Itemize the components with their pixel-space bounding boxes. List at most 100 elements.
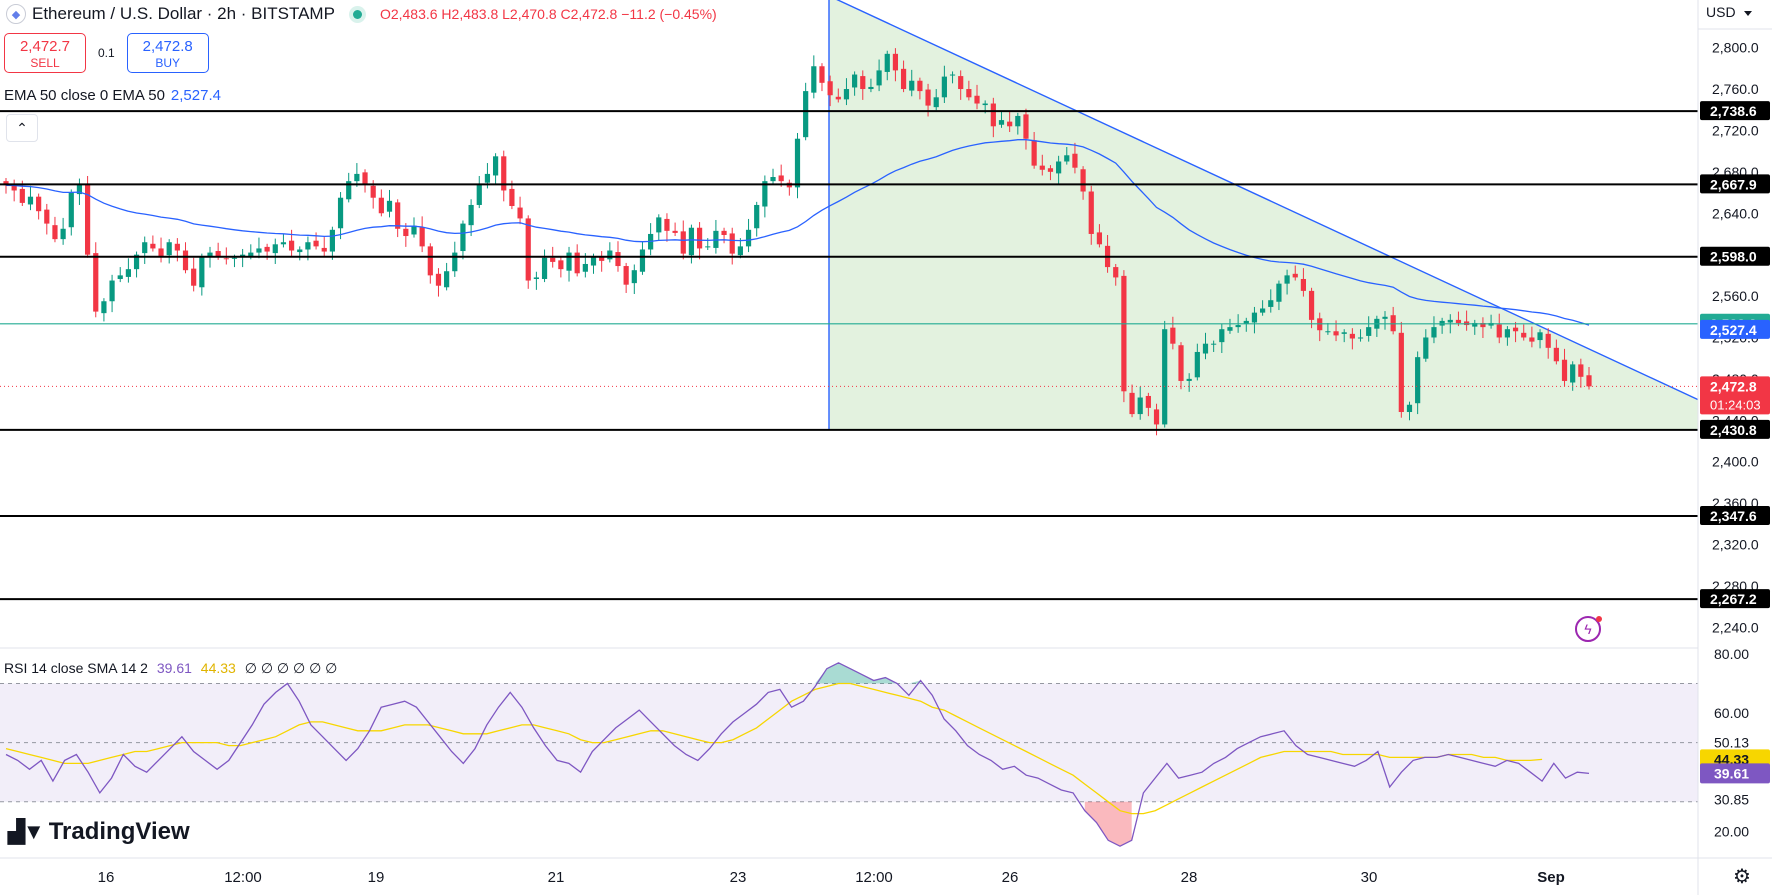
gear-icon[interactable]: ⚙ <box>1733 866 1751 888</box>
candle-body <box>1031 140 1037 166</box>
candle-body <box>1194 351 1200 378</box>
candle-body <box>541 257 548 279</box>
candle-body <box>623 266 629 285</box>
price-tick-label: 2,720.0 <box>1712 122 1759 138</box>
ohlc-readout: O2,483.6 H2,483.8 L2,470.8 C2,472.8 −11.… <box>379 6 717 22</box>
candle-body <box>1561 359 1568 381</box>
candle-body <box>1512 327 1519 332</box>
candle-body <box>737 246 743 256</box>
candle-body <box>166 242 172 256</box>
candle-body <box>1496 324 1502 338</box>
rsi-legend[interactable]: RSI 14 close SMA 14 2 39.61 44.33 ∅ ∅ ∅ … <box>4 660 337 677</box>
candle-body <box>794 138 801 188</box>
candle-body <box>272 244 278 254</box>
candle-body <box>1251 312 1258 323</box>
rsi-ma-legend-value: 44.33 <box>200 660 236 676</box>
rsi-legend-value: 39.61 <box>156 660 192 676</box>
candle-body <box>117 275 123 279</box>
price-tick-label: 2,560.0 <box>1712 288 1759 304</box>
sell-price: 2,472.7 <box>19 38 71 55</box>
rsi-ma-line <box>5 682 1543 815</box>
tradingview-logo[interactable]: ▟▼ TradingView <box>8 818 190 846</box>
candle-body <box>313 240 319 247</box>
candle-body <box>1521 332 1527 338</box>
rsi-tick-label: 20.00 <box>1714 823 1749 839</box>
candle-body <box>1341 332 1347 334</box>
level-tag-label: 2,472.8 <box>1710 378 1757 394</box>
time-tick-label: 16 <box>98 869 115 886</box>
candle-body <box>574 252 580 274</box>
candle-body <box>370 185 376 198</box>
candle-body <box>909 80 915 91</box>
candle-body <box>476 184 482 205</box>
level-tag-label: 2,267.2 <box>1710 591 1757 607</box>
candle-body <box>36 196 42 212</box>
candle-body <box>860 76 866 90</box>
candle-body <box>835 96 841 100</box>
candle-body <box>917 80 923 92</box>
candle-body <box>321 247 327 252</box>
candle-body <box>378 197 384 214</box>
candle-body <box>3 181 9 186</box>
time-tick-label: 28 <box>1181 869 1198 886</box>
candle-body <box>1260 308 1266 313</box>
level-tag <box>1700 419 1770 439</box>
candle-body <box>150 243 156 249</box>
candle-body <box>1333 331 1339 336</box>
ema-legend[interactable]: EMA 50 close 0 EMA 50 2,527.4 <box>4 87 221 104</box>
candle-body <box>1153 409 1160 425</box>
rsi-oversold-fill <box>1084 801 1132 847</box>
candle-body <box>419 227 425 247</box>
candle-body <box>68 192 74 228</box>
candle-body <box>1096 232 1103 245</box>
candle-body <box>93 253 99 312</box>
candle-body <box>1349 333 1355 339</box>
sell-button[interactable]: 2,472.7 SELL <box>4 33 86 73</box>
candle-body <box>27 196 34 205</box>
candle-body <box>264 246 270 252</box>
buy-label: BUY <box>155 56 181 70</box>
candle-body <box>517 207 523 219</box>
axis-labels: 2,800.02,760.02,720.02,680.02,640.02,600… <box>98 40 1770 886</box>
candle-body <box>207 252 213 257</box>
symbol-title[interactable]: Ethereum / U.S. Dollar · 2h · BITSTAMP <box>32 4 335 23</box>
time-tick-label: 21 <box>548 869 565 886</box>
candle-body <box>615 252 621 267</box>
price-tick-label: 2,800.0 <box>1712 40 1759 56</box>
buy-button[interactable]: 2,472.8 BUY <box>126 33 209 73</box>
candle-body <box>1047 168 1054 172</box>
candle-body <box>754 204 760 229</box>
candle-body <box>1300 278 1307 291</box>
candle-body <box>696 227 703 249</box>
currency-select[interactable]: USD <box>1706 4 1752 20</box>
triangle-zone <box>829 0 1698 430</box>
candle-body <box>362 172 368 185</box>
candle-body <box>1447 319 1453 323</box>
candle-body <box>966 89 972 98</box>
chevron-up-icon: ⌃ <box>16 119 28 136</box>
candle-body <box>607 250 613 260</box>
candle-body <box>982 103 988 106</box>
market-open-indicator <box>352 9 362 19</box>
candle-body <box>460 223 466 252</box>
level-tag-label: 2,347.6 <box>1710 508 1757 524</box>
candle-body <box>11 185 17 191</box>
candle-body <box>1268 300 1274 307</box>
level-tag-label: 2,598.0 <box>1710 249 1757 265</box>
candle-body <box>248 252 254 257</box>
rsi-line <box>5 662 1590 847</box>
candle-body <box>1129 392 1135 415</box>
candle-body <box>1284 275 1290 284</box>
candle-body <box>550 257 556 262</box>
candle-body <box>721 230 727 235</box>
candle-body <box>1472 322 1478 327</box>
collapse-legend-button[interactable]: ⌃ <box>6 114 38 142</box>
rsi-pane <box>0 647 1698 847</box>
candle-body <box>403 228 409 237</box>
lightning-icon[interactable]: ϟ <box>1575 616 1602 642</box>
candle-body <box>631 270 637 284</box>
candle-body <box>1023 114 1029 139</box>
candle-body <box>1113 267 1119 278</box>
candle-body <box>525 218 531 281</box>
